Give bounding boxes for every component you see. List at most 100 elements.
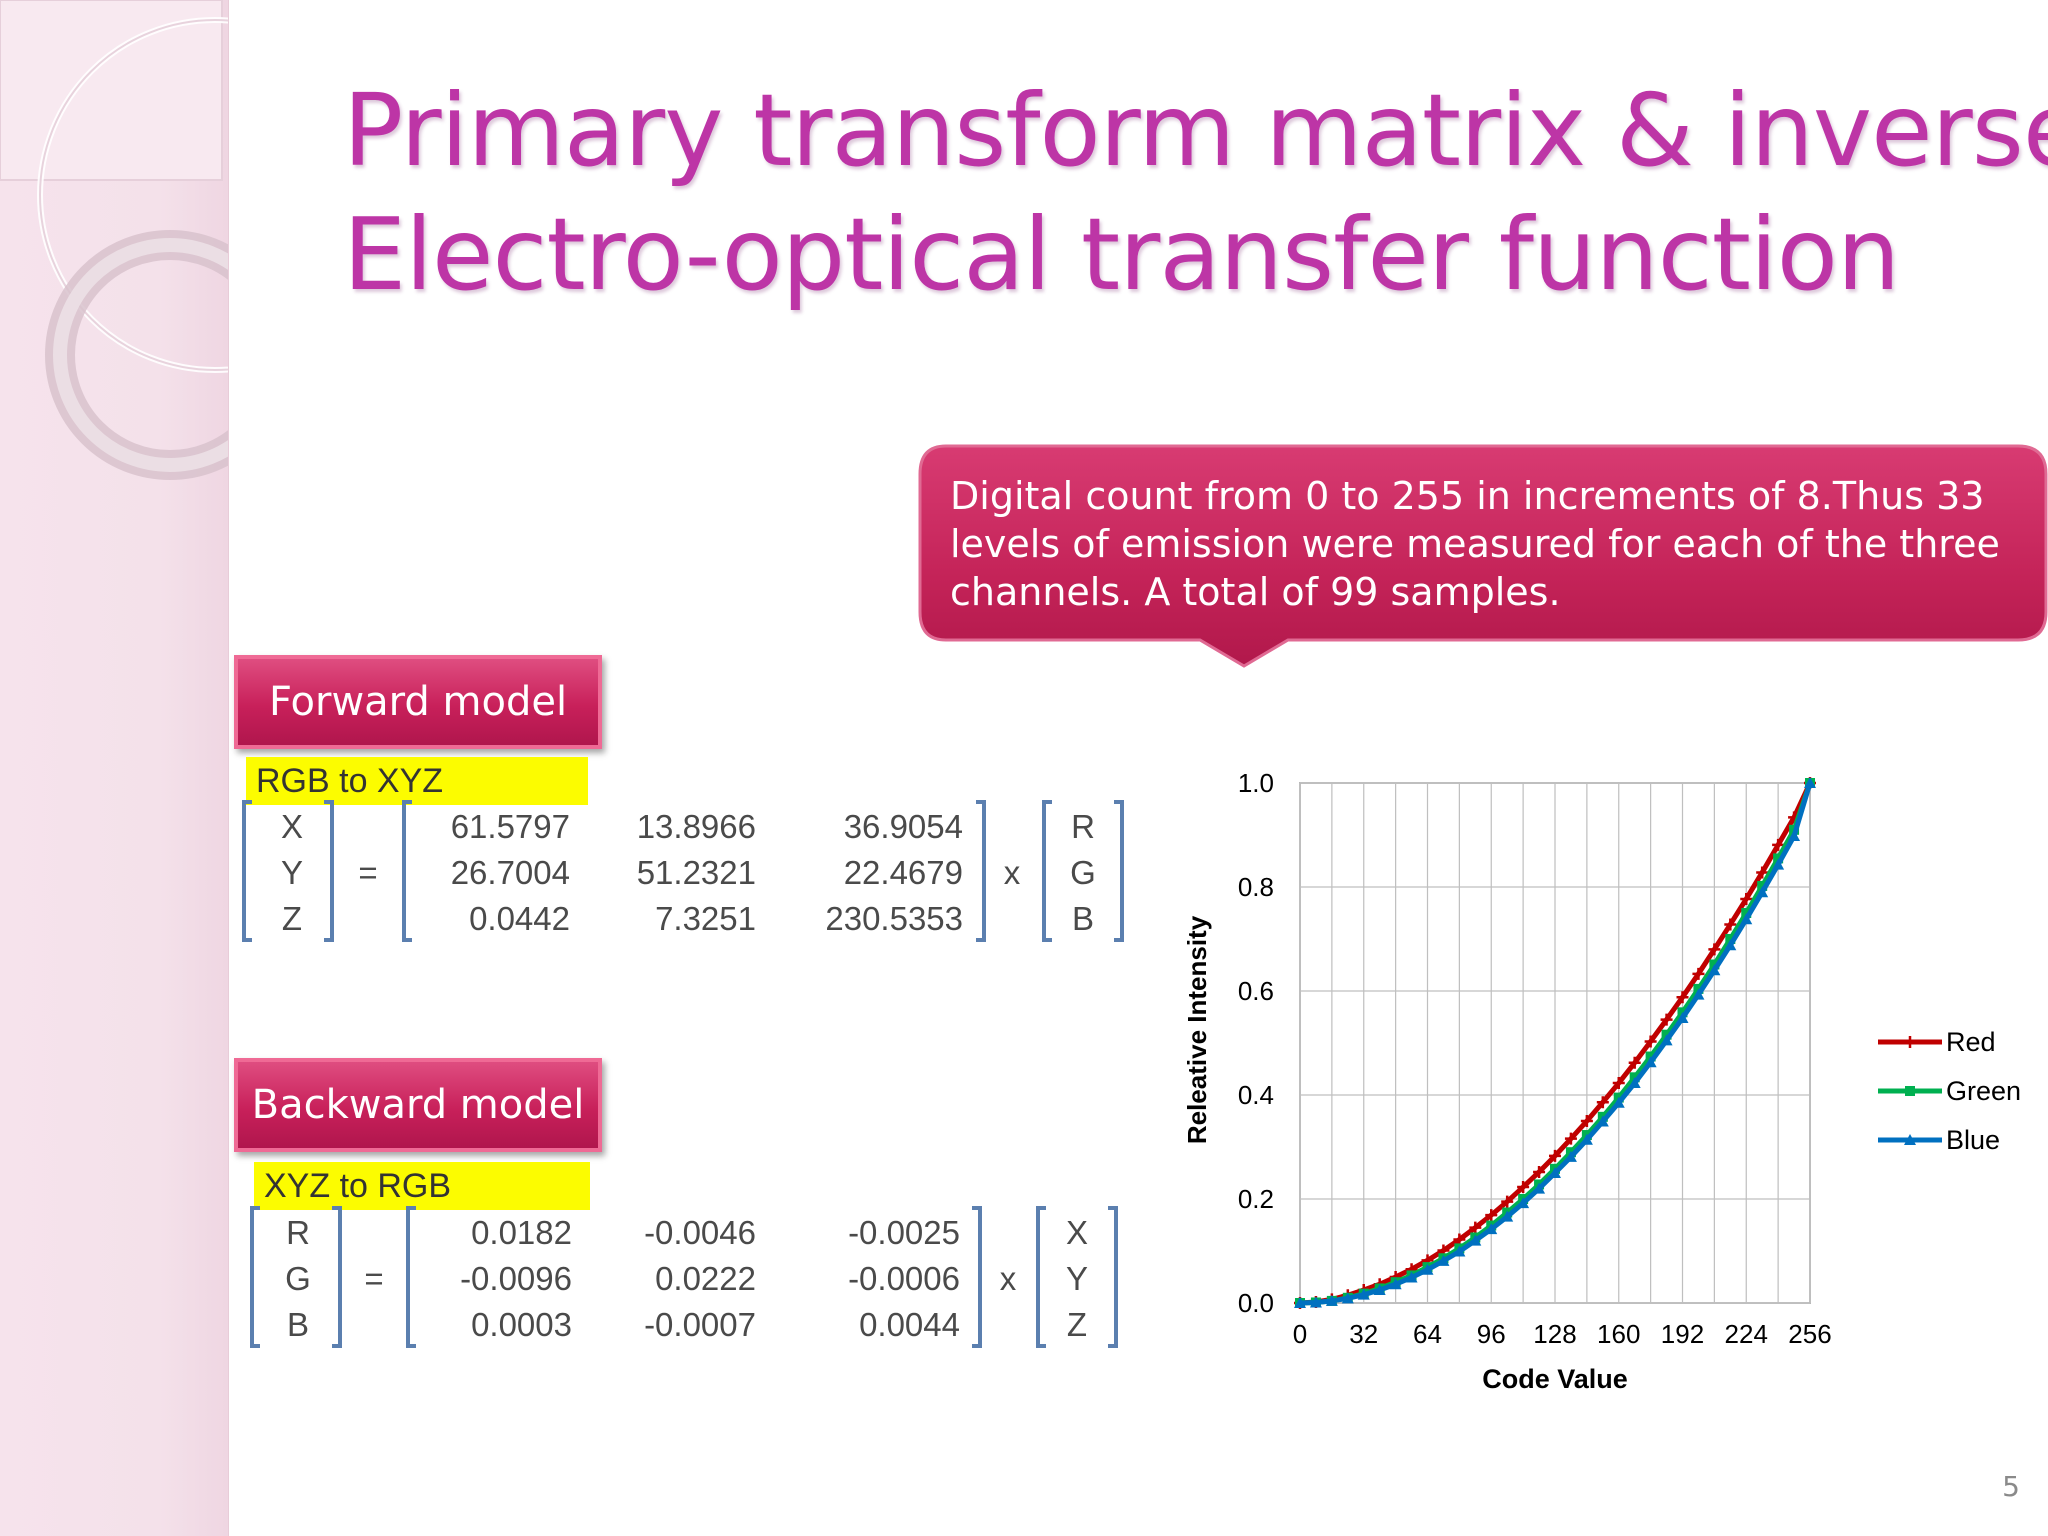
- data-point: [1437, 1254, 1450, 1266]
- data-point: [1740, 892, 1753, 905]
- matrix-cell: 26.7004: [451, 854, 570, 891]
- decorative-sidebar: [0, 0, 229, 1536]
- x-tick-label: 224: [1725, 1319, 1768, 1349]
- legend-marker-red: [1904, 1036, 1916, 1048]
- times-sign: x: [1000, 1260, 1017, 1297]
- x-tick-label: 0: [1293, 1319, 1307, 1349]
- data-point: [1580, 1133, 1593, 1145]
- matrix-cell: -0.0025: [848, 1214, 960, 1251]
- matrix-cell: 0.0044: [859, 1306, 960, 1343]
- data-point: [1724, 918, 1737, 931]
- forward-matrix-equation: X Y Z = 61.5797 13.8966 36.9054 26.7004 …: [242, 800, 1124, 942]
- data-point: [1612, 1096, 1625, 1108]
- data-point: [1724, 939, 1737, 951]
- data-point: [1741, 908, 1752, 918]
- y-tick-label: 1.0: [1238, 768, 1274, 798]
- rgb-to-xyz-label: RGB to XYZ: [246, 757, 588, 805]
- y-tick-label: 0.0: [1238, 1288, 1274, 1318]
- data-point: [1341, 1292, 1354, 1304]
- xyz-to-rgb-label: XYZ to RGB: [254, 1162, 590, 1210]
- matrix-cell: 13.8966: [637, 808, 756, 845]
- matrix-cell: -0.0007: [644, 1306, 756, 1343]
- lhs-z: Z: [282, 900, 302, 937]
- data-point: [1549, 1149, 1561, 1162]
- data-point: [1294, 1297, 1306, 1308]
- chart-legend: Red Green Blue: [1878, 1027, 2021, 1155]
- backward-model-heading: Backward model: [234, 1058, 602, 1152]
- lhs-r: R: [286, 1214, 310, 1251]
- legend-marker-green: [1905, 1086, 1915, 1096]
- matrix-cell: -0.0006: [848, 1260, 960, 1297]
- data-point: [1692, 988, 1705, 1000]
- page-number: 5: [2002, 1470, 2020, 1503]
- data-point: [1772, 838, 1785, 851]
- data-point: [1564, 1150, 1577, 1162]
- data-point: [1580, 1115, 1593, 1127]
- data-point: [1676, 1012, 1689, 1024]
- data-point: [1660, 1034, 1673, 1046]
- chart-tick-labels: 0 32 64 96 128 160 192 224 256 0.0 0.2 0.4 0.6 0.8 1.0: [1238, 768, 1832, 1349]
- rhs-r: R: [1071, 808, 1095, 845]
- data-point: [1485, 1223, 1498, 1235]
- matrix-cell: 0.0182: [471, 1214, 572, 1251]
- data-point: [1773, 853, 1784, 864]
- y-axis-label: Releative Intensity: [1182, 915, 1212, 1144]
- y-tick-label: 0.4: [1238, 1080, 1274, 1110]
- data-point: [1756, 886, 1769, 898]
- data-point: [1373, 1284, 1386, 1295]
- matrix-cell: 230.5353: [825, 900, 963, 937]
- data-point: [1501, 1210, 1514, 1222]
- data-point: [1628, 1077, 1641, 1089]
- lhs-y: Y: [281, 854, 303, 891]
- data-point: [1756, 866, 1769, 879]
- matrix-cell: 22.4679: [844, 854, 963, 891]
- data-point: [1533, 1165, 1546, 1178]
- data-point: [1533, 1182, 1546, 1194]
- x-tick-label: 32: [1349, 1319, 1378, 1349]
- backward-matrix-equation: R G B = 0.0182 -0.0046 -0.0025 -0.0096 0…: [250, 1206, 1118, 1348]
- data-point: [1564, 1132, 1577, 1145]
- rhs-x: X: [1066, 1214, 1088, 1251]
- x-tick-label: 128: [1533, 1319, 1576, 1349]
- data-point: [1644, 1035, 1657, 1048]
- data-point: [1708, 964, 1721, 976]
- data-point: [1757, 880, 1768, 891]
- data-point: [1357, 1288, 1370, 1300]
- callout-line-3: channels. A total of 99 samples.: [950, 570, 1561, 614]
- matrix-cell: 61.5797: [451, 808, 570, 845]
- data-point: [1772, 858, 1785, 870]
- lhs-g: G: [285, 1260, 311, 1297]
- matrix-cell: 0.0222: [655, 1260, 756, 1297]
- lhs-b: B: [287, 1306, 309, 1343]
- matrix-cell: -0.0046: [644, 1214, 756, 1251]
- data-point: [1309, 1296, 1322, 1308]
- data-point: [1405, 1271, 1418, 1283]
- matrix-cell: 7.3251: [655, 900, 756, 937]
- rhs-b: B: [1072, 900, 1094, 937]
- data-point: [1517, 1181, 1530, 1194]
- equals-sign: =: [364, 1260, 383, 1297]
- x-tick-label: 160: [1597, 1319, 1640, 1349]
- data-point: [1788, 830, 1801, 842]
- x-tick-label: 96: [1477, 1319, 1506, 1349]
- data-point: [1549, 1167, 1561, 1178]
- data-point: [1708, 943, 1721, 956]
- data-point: [1612, 1077, 1625, 1090]
- data-point: [1421, 1263, 1434, 1275]
- data-point: [1804, 777, 1816, 788]
- data-point: [1325, 1294, 1338, 1306]
- rhs-g: G: [1070, 854, 1096, 891]
- chart-grid: [1299, 782, 1811, 1304]
- matrix-cell: 51.2321: [637, 854, 756, 891]
- legend-label-red: Red: [1946, 1027, 1996, 1057]
- slide-title-line-2: Electro-optical transfer function: [343, 196, 1900, 313]
- callout-shape: [918, 444, 2048, 668]
- rhs-z: Z: [1067, 1306, 1087, 1343]
- data-point: [1517, 1197, 1530, 1209]
- rhs-y: Y: [1066, 1260, 1088, 1297]
- data-point: [1676, 991, 1689, 1004]
- slide-title-line-1: Primary transform matrix & inverse: [343, 72, 2048, 189]
- matrix-cell: 36.9054: [844, 808, 963, 845]
- matrix-cell: 0.0003: [471, 1306, 572, 1343]
- matrix-cell: 0.0442: [469, 900, 570, 937]
